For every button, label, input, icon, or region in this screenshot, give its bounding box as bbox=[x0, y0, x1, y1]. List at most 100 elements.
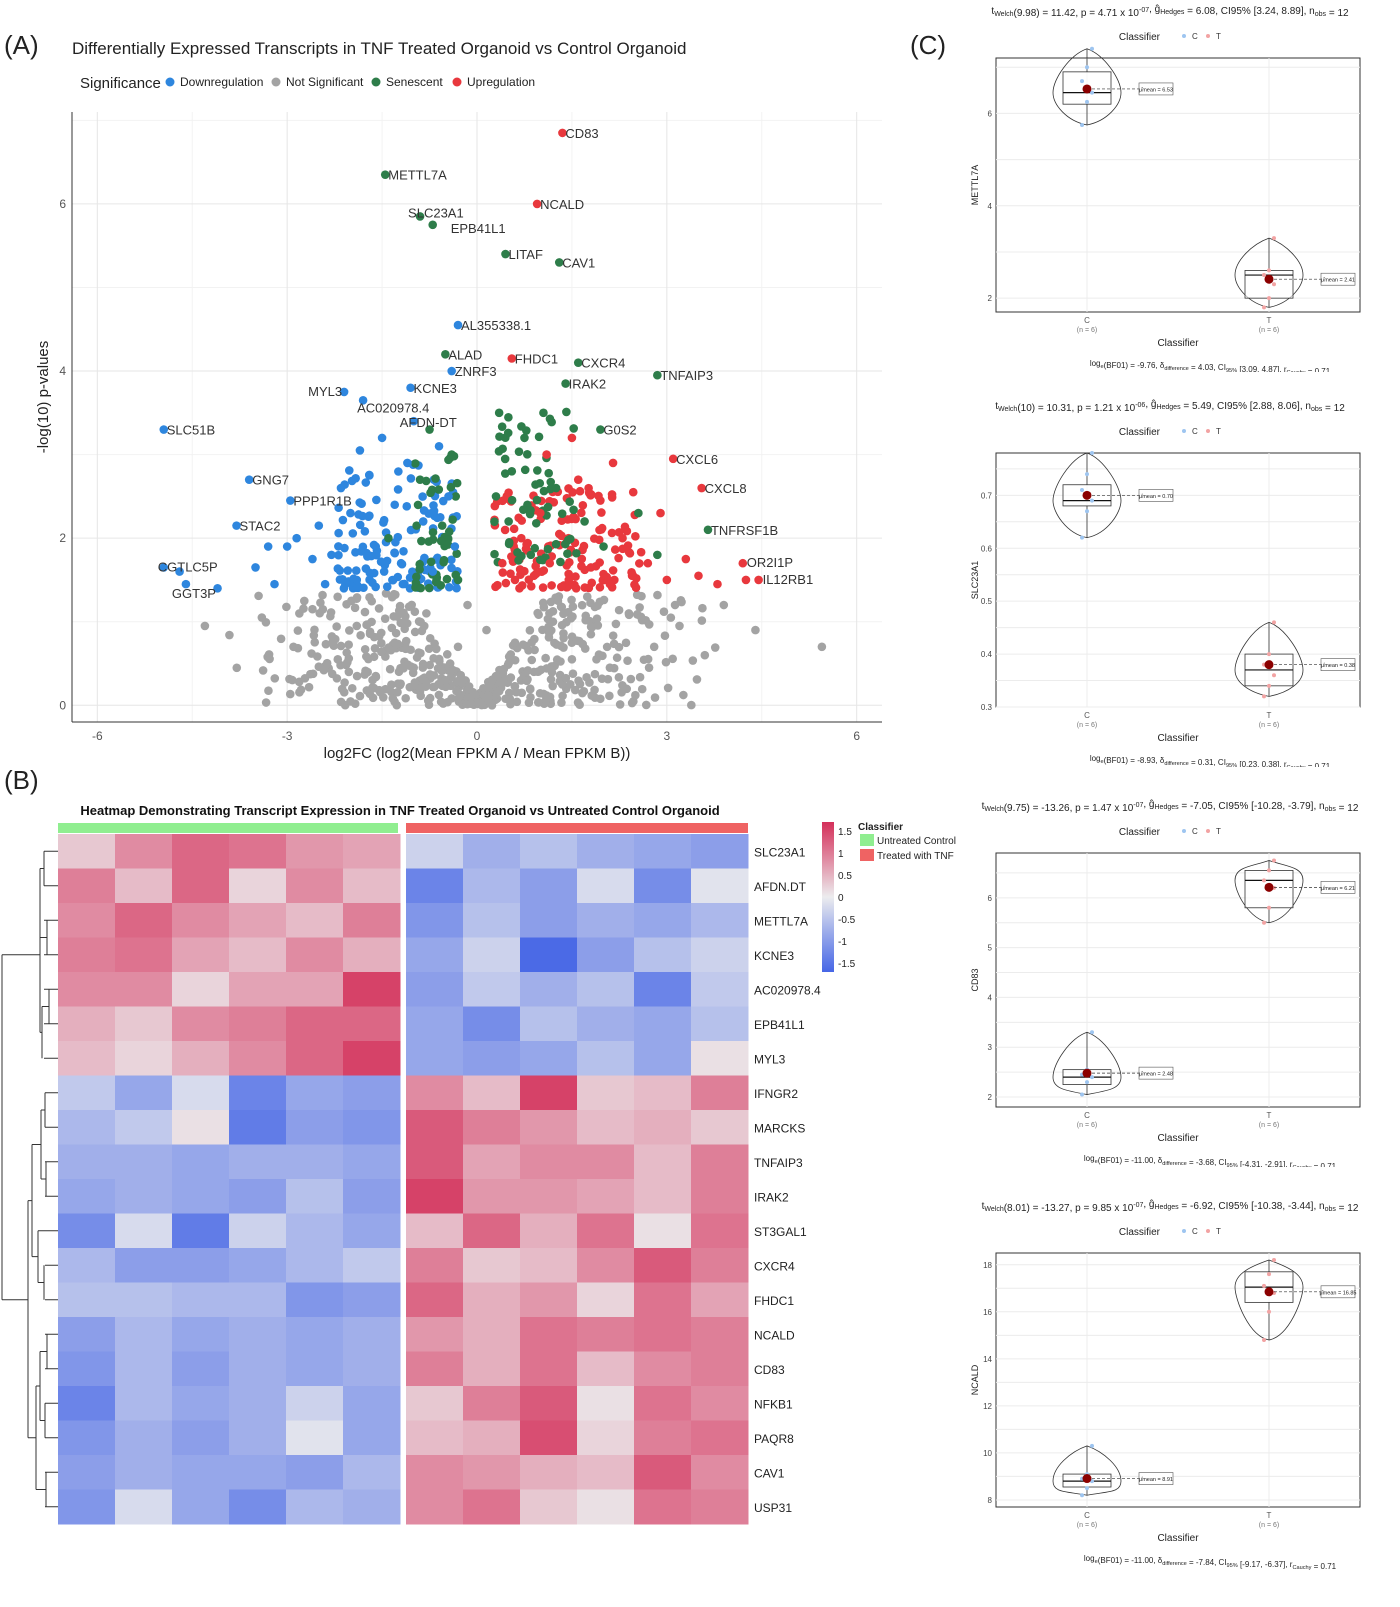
point-sen bbox=[495, 432, 504, 441]
point-ns bbox=[337, 684, 347, 694]
heat-cell bbox=[406, 1006, 464, 1042]
point-sen bbox=[431, 474, 440, 483]
heat-cell bbox=[406, 1282, 464, 1318]
scale-tick-label: 1 bbox=[838, 849, 844, 860]
point-ns bbox=[688, 656, 698, 665]
stats-top-part: Welch bbox=[998, 406, 1017, 413]
point-sen bbox=[580, 517, 589, 526]
heat-cell bbox=[286, 1489, 344, 1525]
point-sen bbox=[443, 540, 453, 549]
heat-cell bbox=[115, 1110, 173, 1145]
point-up bbox=[614, 553, 623, 563]
row-label: NFKB1 bbox=[754, 1397, 793, 1411]
row-label: FHDC1 bbox=[754, 1294, 794, 1308]
point-ns bbox=[447, 665, 456, 674]
x-tick-label: 0 bbox=[474, 729, 481, 743]
heat-cell bbox=[691, 1420, 749, 1456]
gene-label: CGTLC5P bbox=[158, 559, 218, 574]
point-up bbox=[565, 557, 574, 567]
row-label: USP31 bbox=[754, 1501, 792, 1515]
obs-point bbox=[1267, 296, 1271, 301]
point-down bbox=[447, 555, 456, 565]
heat-cell bbox=[58, 1006, 116, 1042]
point-ns bbox=[401, 693, 410, 703]
point-ns bbox=[548, 607, 558, 616]
heat-cell bbox=[286, 972, 344, 1007]
gene-label: GGT3P bbox=[172, 586, 216, 601]
obs-point bbox=[1267, 905, 1271, 910]
point-sen bbox=[428, 528, 438, 537]
heat-cell bbox=[229, 1075, 287, 1111]
heat-cell bbox=[634, 1213, 692, 1249]
heat-cell bbox=[691, 903, 749, 938]
point-ns bbox=[365, 593, 374, 602]
point-down bbox=[403, 458, 412, 468]
heat-cell bbox=[58, 1420, 116, 1456]
point-sen bbox=[507, 467, 517, 476]
row-label: KCNE3 bbox=[754, 949, 794, 963]
gene-label: SLC23A1 bbox=[408, 205, 464, 220]
point-ns bbox=[529, 667, 539, 677]
point-ns bbox=[559, 643, 568, 652]
point-ns bbox=[491, 671, 501, 681]
point-sen bbox=[534, 432, 544, 442]
y-tick-label: 6 bbox=[988, 109, 993, 118]
row-label: CAV1 bbox=[754, 1466, 785, 1480]
stats-top-part: Welch bbox=[994, 11, 1013, 18]
point-ns bbox=[506, 650, 516, 659]
stats-bottom-part: Cauchy bbox=[1292, 1165, 1311, 1167]
point-ns bbox=[557, 680, 567, 689]
heat-cell bbox=[406, 1455, 464, 1490]
heat-cell bbox=[520, 1041, 578, 1076]
point-ns bbox=[424, 644, 434, 654]
point-ns bbox=[577, 600, 587, 610]
x-tick-label: T bbox=[1267, 1511, 1272, 1520]
point-down bbox=[444, 492, 453, 501]
heatmap-title: Heatmap Demonstrating Transcript Express… bbox=[80, 803, 719, 818]
point-sen bbox=[412, 572, 421, 582]
point-ns bbox=[719, 600, 729, 610]
legend-label-2: Senescent bbox=[386, 75, 443, 89]
stats-bottom-part: Cauchy bbox=[1292, 1565, 1311, 1571]
legend-key-c bbox=[1182, 34, 1186, 38]
heat-cell bbox=[463, 834, 521, 869]
x-tick-label: -6 bbox=[92, 729, 103, 743]
panel-label-c: (C) bbox=[910, 30, 947, 60]
point-sen bbox=[498, 444, 507, 454]
heat-cell bbox=[634, 972, 692, 1007]
heat-cell bbox=[691, 937, 749, 973]
point-up bbox=[538, 583, 548, 592]
point-sen bbox=[535, 478, 545, 488]
point-up bbox=[618, 533, 627, 543]
point-ns bbox=[225, 630, 234, 640]
point-ns bbox=[510, 655, 520, 665]
obs-point bbox=[1262, 1338, 1266, 1343]
point-ns bbox=[365, 627, 375, 637]
heat-cell bbox=[229, 1179, 287, 1214]
gene-label: SLC51B bbox=[167, 423, 215, 438]
point-ns bbox=[582, 592, 592, 602]
violin-C bbox=[1052, 452, 1122, 539]
point-up bbox=[597, 523, 607, 533]
violin-plot-cd83: tWelch(9.75) = -13.26, p = 1.47 x 10-07,… bbox=[970, 799, 1361, 1167]
point-ns bbox=[614, 642, 624, 652]
mean-point bbox=[1082, 84, 1092, 94]
point-ns bbox=[751, 625, 760, 635]
point-ns bbox=[340, 678, 349, 687]
obs-point bbox=[1080, 488, 1084, 493]
point-ns bbox=[530, 634, 539, 644]
heat-cell bbox=[634, 834, 692, 869]
point-ns bbox=[590, 685, 599, 695]
heat-cell bbox=[406, 1213, 464, 1249]
stats-top-part: t bbox=[991, 6, 994, 17]
point-sen bbox=[539, 408, 548, 418]
point-ns bbox=[548, 617, 558, 627]
y-axis-label: NCALD bbox=[970, 1364, 980, 1395]
mean-point bbox=[1082, 490, 1092, 500]
point-ns bbox=[568, 612, 577, 621]
point-sen bbox=[504, 517, 513, 526]
y-tick-label: 2 bbox=[59, 531, 66, 545]
point-sen bbox=[452, 549, 461, 558]
mean-label-box bbox=[1138, 1472, 1174, 1485]
heat-cell bbox=[577, 868, 635, 904]
